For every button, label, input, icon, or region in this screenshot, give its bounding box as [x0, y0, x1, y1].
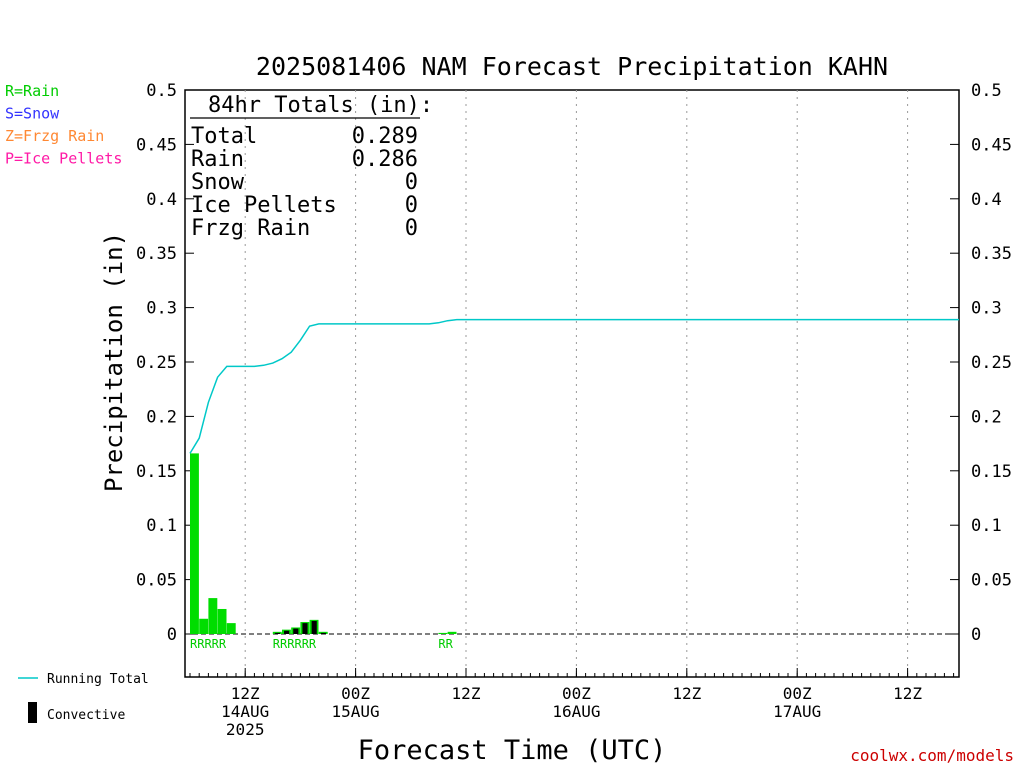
running-total-line [189, 318, 959, 454]
running-total-legend-label: Running Total [47, 672, 149, 687]
plot-frame [184, 89, 960, 678]
ptype-label: RRRRRR [273, 637, 317, 651]
convective-bar [274, 632, 280, 634]
y-tick-label-left: 0.45 [136, 135, 177, 155]
y-tick-label-left: 0.15 [136, 462, 177, 482]
y-tick-label-left: 0.35 [136, 244, 177, 264]
x-tick-label: 12Z [452, 684, 481, 703]
ptype-labels: RRRRR RRRRRR RR [190, 637, 454, 651]
totals-row-value: 0.286 [352, 147, 418, 172]
ptype-legend-item: S=Snow [5, 105, 60, 123]
x-tick-label: 12Z [231, 684, 260, 703]
precip-bar [217, 608, 227, 634]
y-tick-label-left: 0.4 [146, 190, 177, 210]
convective-bar [302, 623, 308, 634]
convective-bar [284, 630, 290, 634]
x-tick-label: 12Z [893, 684, 922, 703]
convective-legend-label: Convective [47, 708, 125, 723]
totals-row-value: 0 [405, 216, 418, 241]
ptype-label: RRRRR [190, 637, 227, 651]
y-tick-label-right: 0.3 [971, 299, 1002, 319]
totals-row-label: Ice Pellets [191, 193, 337, 218]
y-tick-label-right: 0.45 [971, 135, 1012, 155]
ptype-legend-item: Z=Frzg Rain [5, 127, 104, 145]
totals-row-label: Total [191, 124, 257, 149]
totals-row-value: 0 [405, 193, 418, 218]
ptype-legend-item: R=Rain [5, 82, 59, 100]
y-tick-label-left: 0.1 [146, 516, 177, 536]
grid-lines [244, 90, 909, 677]
y-tick-label-right: 0.5 [971, 81, 1002, 101]
x-tick-label: 00Z [562, 684, 591, 703]
y-tick-label-right: 0 [971, 625, 981, 645]
convective-bar [320, 632, 326, 634]
y-tick-label-right: 0.1 [971, 516, 1002, 536]
totals-row-value: 0.289 [352, 124, 418, 149]
y-tick-label-left: 0.2 [146, 407, 177, 427]
x-tick-label: 15AUG [332, 702, 380, 721]
y-tick-label-left: 0.5 [146, 81, 177, 101]
ptype-legend: R=Rain S=Snow Z=Frzg Rain P=Ice Pellets [5, 82, 122, 168]
precip-bar [208, 598, 218, 634]
y-tick-label-right: 0.05 [971, 571, 1012, 591]
ptype-label: RR [438, 637, 453, 651]
totals-box: 84hr Totals (in): Total 0.289 Rain 0.286 Sno… [190, 93, 433, 241]
precip-bar [190, 453, 199, 634]
precip-bar [438, 632, 448, 634]
totals-row-label: Snow [191, 170, 245, 195]
precip-bar [226, 623, 236, 634]
x-tick-label: 2025 [226, 720, 265, 739]
totals-row-label: Frzg Rain [191, 216, 310, 241]
y-tick-label-left: 0 [167, 625, 177, 645]
y-axis-label: Precipitation (in) [100, 232, 128, 492]
ptype-legend-item: P=Ice Pellets [5, 150, 122, 168]
convective-bar [311, 620, 317, 634]
x-tick-label: 12Z [672, 684, 701, 703]
convective-legend: Convective [28, 702, 125, 723]
totals-row-label: Rain [191, 147, 244, 172]
totals-row-value: 0 [405, 170, 418, 195]
y-tick-label-left: 0.3 [146, 299, 177, 319]
totals-header: 84hr Totals (in): [208, 93, 433, 118]
precip-bars [190, 453, 457, 634]
x-tick-label: 16AUG [552, 702, 600, 721]
convective-bar [293, 628, 299, 634]
x-tick-label: 14AUG [221, 702, 269, 721]
precip-bar [447, 631, 457, 634]
y-tick-label-right: 0.35 [971, 244, 1012, 264]
x-tick-label: 17AUG [773, 702, 821, 721]
precip-bar [199, 618, 209, 634]
x-axis-label: Forecast Time (UTC) [358, 735, 667, 766]
y-tick-label-right: 0.15 [971, 462, 1012, 482]
y-tick-label-right: 0.2 [971, 407, 1002, 427]
y-tick-label-left: 0.25 [136, 353, 177, 373]
y-axis-left: 0 0.05 0.1 0.15 0.2 0.25 0.3 0.35 0.4 0.45 0.5 [136, 81, 194, 645]
chart-title: 2025081406 NAM Forecast Precipitation KA… [256, 52, 888, 81]
y-tick-label-right: 0.4 [971, 190, 1002, 210]
y-tick-label-left: 0.05 [136, 571, 177, 591]
running-total-legend: Running Total [18, 672, 149, 687]
x-tick-label: 00Z [783, 684, 812, 703]
x-tick-label: 00Z [341, 684, 370, 703]
y-tick-label-right: 0.25 [971, 353, 1012, 373]
credit-text: coolwx.com/models [850, 746, 1014, 765]
convective-legend-swatch [28, 702, 37, 723]
y-axis-right: 0 0.05 0.1 0.15 0.2 0.25 0.3 0.35 0.4 0.45 0.5 [950, 81, 1012, 645]
